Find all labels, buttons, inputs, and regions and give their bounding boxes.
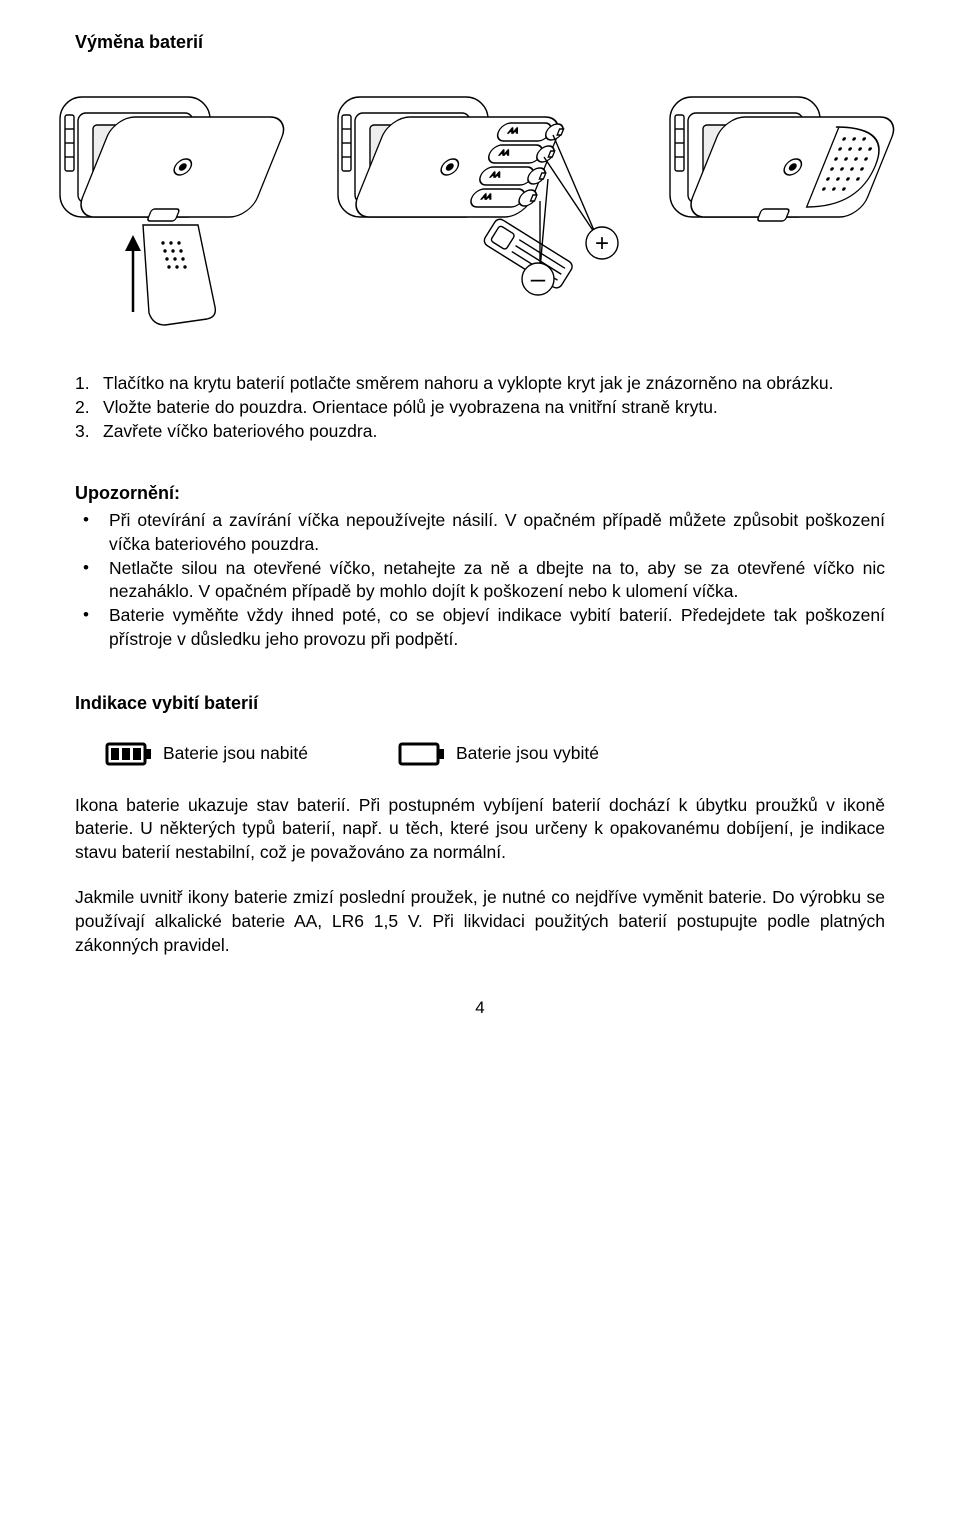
step-1-text: Tlačítko na krytu baterií potlačte směre…: [103, 373, 834, 393]
step-1: 1.Tlačítko na krytu baterií potlačte smě…: [75, 372, 885, 396]
step-2-text: Vložte baterie do pouzdra. Orientace pól…: [103, 397, 718, 417]
heading-warning: Upozornění:: [75, 481, 885, 505]
battery-full-icon: [105, 740, 153, 768]
illus-step1: [45, 77, 310, 332]
step-3: 3.Zavřete víčko bateriového pouzdra.: [75, 420, 885, 444]
step-3-text: Zavřete víčko bateriového pouzdra.: [103, 421, 377, 441]
paragraph-1: Ikona baterie ukazuje stav baterií. Při …: [75, 794, 885, 865]
step-2: 2.Vložte baterie do pouzdra. Orientace p…: [75, 396, 885, 420]
warning-item-3: Baterie vyměňte vždy ihned poté, co se o…: [75, 604, 885, 651]
battery-empty-icon: [398, 740, 446, 768]
battery-full-label: Baterie jsou nabité: [163, 742, 308, 766]
illus-step2: AA AA AA AA + –: [330, 77, 635, 332]
battery-empty-label: Baterie jsou vybité: [456, 742, 599, 766]
heading-indication: Indikace vybití baterií: [75, 691, 885, 715]
step-2-num: 2.: [75, 396, 103, 420]
step-1-num: 1.: [75, 372, 103, 396]
warning-item-1: Při otevírání a zavírání víčka nepoužíve…: [75, 509, 885, 556]
heading-battery-replacement: Výměna baterií: [75, 30, 885, 54]
plus-icon: +: [595, 230, 609, 257]
page-number: 4: [75, 997, 885, 1020]
battery-status-row: Baterie jsou nabité Baterie jsou vybité: [75, 740, 885, 768]
paragraph-2: Jakmile uvnitř ikony baterie zmizí posle…: [75, 886, 885, 957]
step-3-num: 3.: [75, 420, 103, 444]
minus-icon: –: [531, 263, 546, 293]
warning-item-2: Netlačte silou na otevřené víčko, netahe…: [75, 557, 885, 604]
warning-list: Při otevírání a zavírání víčka nepoužíve…: [75, 509, 885, 651]
battery-illustration: AA AA AA AA + –: [45, 74, 915, 334]
illus-step3: [655, 77, 915, 332]
